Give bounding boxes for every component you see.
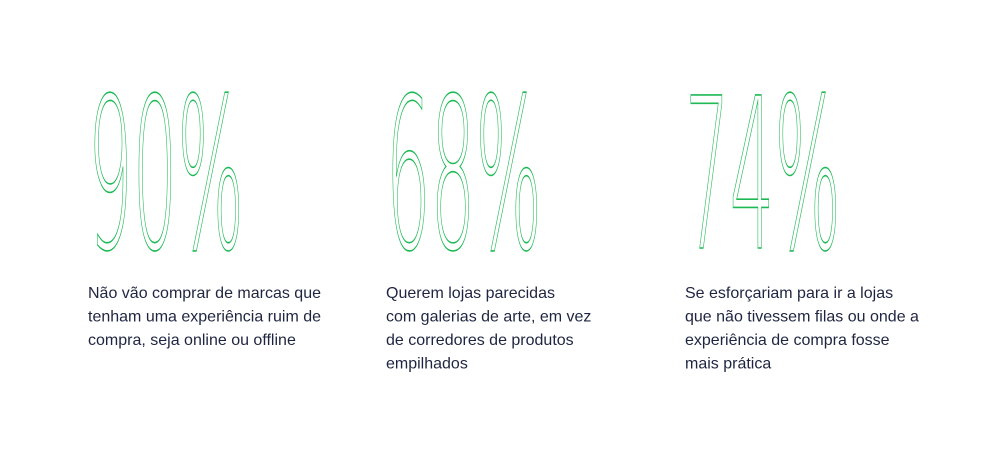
stat-description: experiência de compra fosse — [685, 332, 890, 349]
stat-description: de corredores de produtos — [386, 332, 574, 349]
stat-description: Não vão comprar de marcas que — [88, 285, 321, 302]
stat-description: empilhados — [386, 356, 468, 373]
stat-description: que não tivessem filas ou onde a — [685, 309, 919, 326]
stat-value: 68% — [386, 53, 542, 298]
stat-value: 90% — [88, 53, 244, 298]
stat-description: Se esforçariam para ir a lojas — [685, 285, 893, 302]
stat-description: mais prática — [685, 356, 771, 373]
stat-description: tenham uma experiência ruim de — [88, 309, 321, 326]
stat-description: compra, seja online ou offline — [88, 332, 296, 349]
stat-description: Querem lojas parecidas — [386, 285, 555, 302]
stat-description: com galerias de arte, em vez — [386, 309, 591, 326]
stat-value: 74% — [685, 53, 841, 298]
